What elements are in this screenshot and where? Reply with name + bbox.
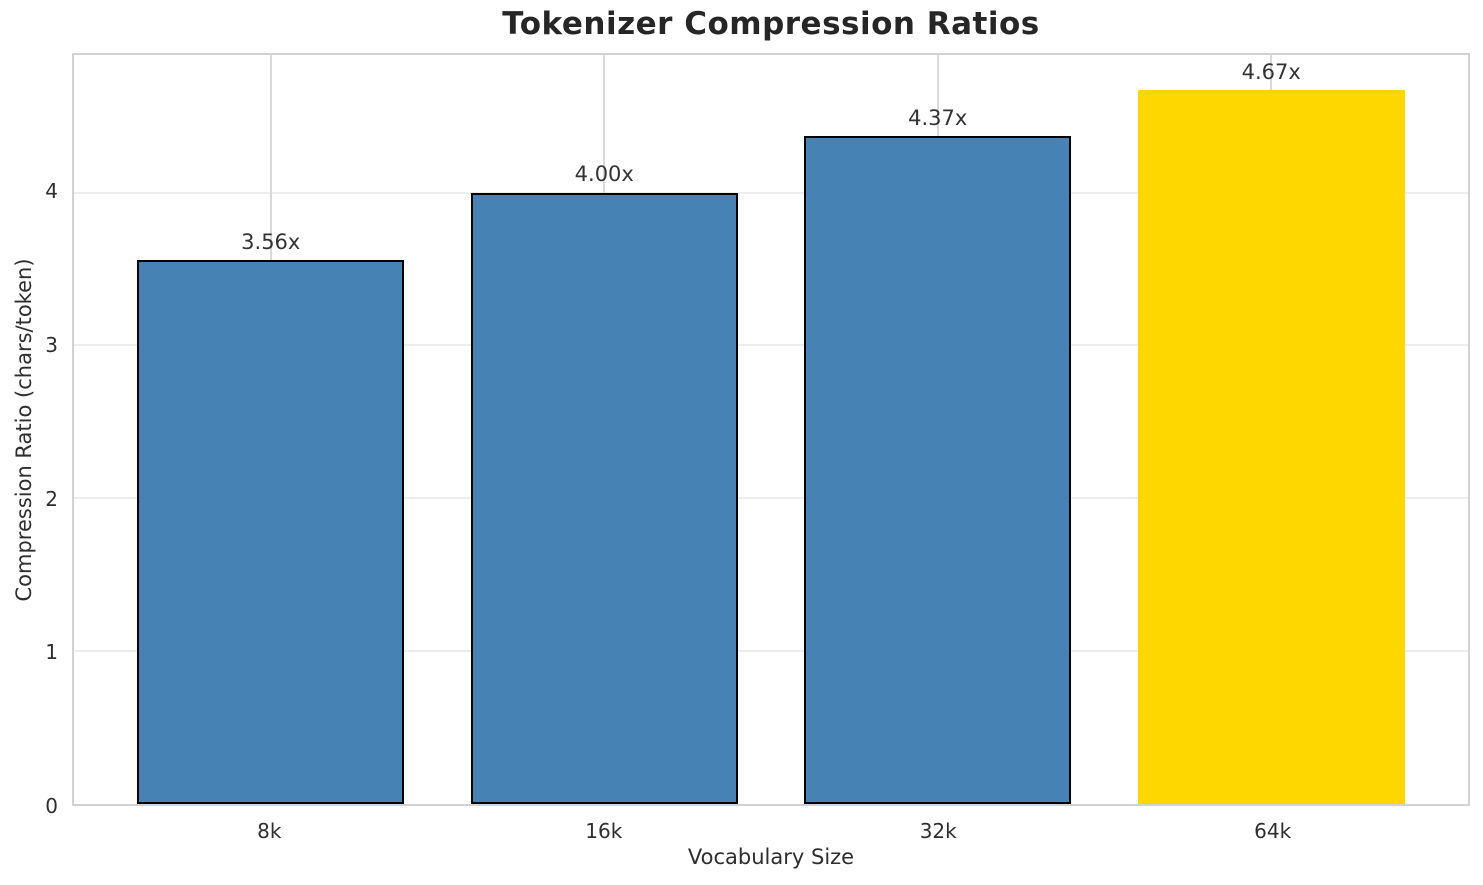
- plot-area: 3.56x 4.00x 4.37x 4.67x: [72, 53, 1470, 806]
- x-axis-label: Vocabulary Size: [687, 845, 855, 869]
- bar-8k: [137, 259, 405, 804]
- bar-value-label: 4.67x: [1241, 60, 1301, 85]
- y-axis-label: Compression Ratio (chars/token): [12, 258, 36, 602]
- gridline-horizontal: [74, 191, 1468, 194]
- bar-value-label: 4.00x: [574, 162, 634, 187]
- x-tick-label: 8k: [257, 819, 282, 843]
- bar-32k: [804, 136, 1072, 804]
- y-tick-label: 1: [45, 640, 58, 665]
- chart-title: Tokenizer Compression Ratios: [502, 6, 1040, 42]
- y-tick-label: 4: [45, 179, 58, 204]
- y-tick-label: 2: [45, 486, 58, 511]
- bar-16k: [470, 192, 738, 804]
- gridline-horizontal: [74, 497, 1468, 500]
- x-tick-label: 16k: [585, 819, 623, 843]
- gridline-horizontal: [74, 650, 1468, 653]
- bar-value-label: 4.37x: [908, 105, 968, 130]
- bar-64k: [1137, 90, 1405, 804]
- bar-value-label: 3.56x: [241, 229, 301, 254]
- y-tick-label: 0: [45, 794, 58, 818]
- y-tick-label: 3: [45, 332, 58, 357]
- x-tick-label: 64k: [1254, 819, 1292, 843]
- x-tick-label: 32k: [919, 819, 957, 843]
- gridline-horizontal: [74, 344, 1468, 347]
